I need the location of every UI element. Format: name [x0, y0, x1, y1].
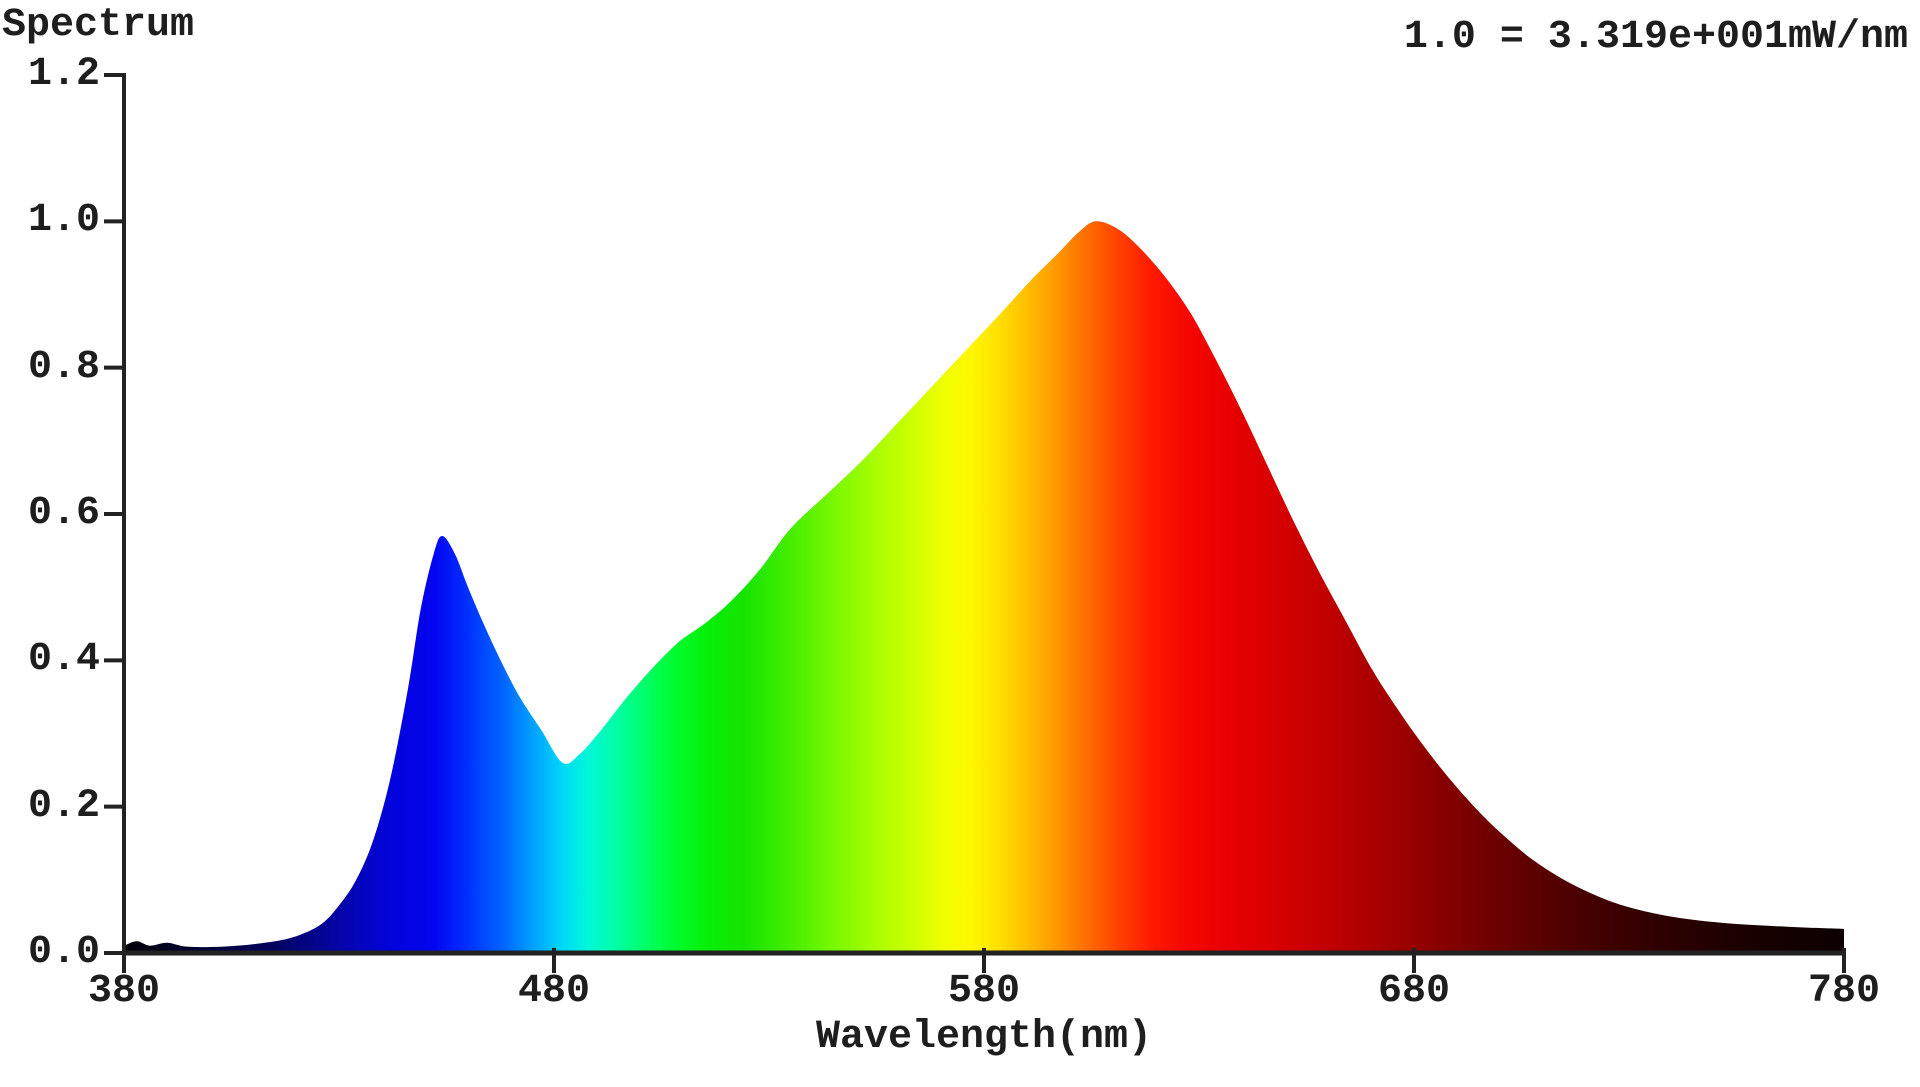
x-tick-label: 380 — [87, 969, 161, 1014]
y-tick-label: 0.0 — [27, 930, 100, 975]
x-tick-label: 580 — [947, 969, 1021, 1014]
y-tick-label: 0.8 — [27, 344, 100, 390]
y-tick-label: 1.2 — [27, 52, 100, 97]
y-tick-label: 0.2 — [27, 783, 100, 829]
scale-annotation: 1.0 = 3.319e+001mW/nm — [1403, 15, 1908, 60]
spectrum-area — [124, 221, 1844, 954]
y-tick-label: 1.0 — [27, 198, 100, 244]
x-tick-label: 780 — [1807, 969, 1881, 1014]
x-tick-label: 680 — [1377, 969, 1451, 1014]
x-axis-label: Wavelength(nm) — [815, 1015, 1153, 1060]
y-tick-label: 0.4 — [27, 637, 100, 683]
y-tick-label: 0.6 — [27, 491, 100, 536]
chart-title: Spectrum — [2, 3, 195, 48]
x-tick-label: 480 — [517, 969, 591, 1014]
